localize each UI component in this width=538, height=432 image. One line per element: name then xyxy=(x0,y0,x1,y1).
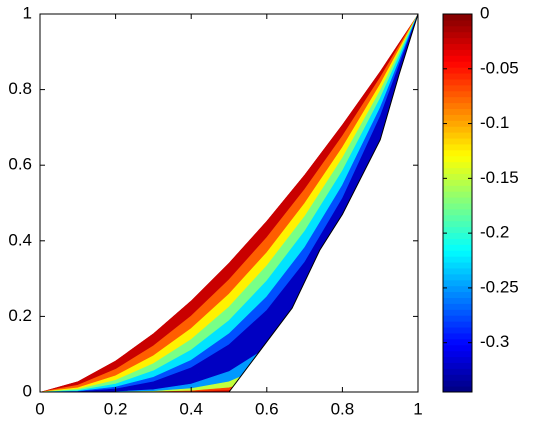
x-tick-label: 0.8 xyxy=(331,399,355,418)
colorbar-swatch xyxy=(443,238,472,245)
colorbar-tick-label: -0.15 xyxy=(480,168,519,187)
colorbar-swatch xyxy=(443,214,472,222)
y-tick-label: 0 xyxy=(23,381,32,400)
colorbar-tick-label: -0.05 xyxy=(480,58,519,77)
colorbar-swatch xyxy=(443,297,472,304)
colorbar-swatch xyxy=(443,374,472,381)
axes: 0 0.2 0.4 0.6 0.8 1 0 0.2 0.4 0.6 0.8 1 0 -0.05 -0.1 -0… xyxy=(8,3,518,418)
colorbar-swatch xyxy=(443,132,472,139)
colorbar-swatch xyxy=(443,197,472,204)
x-tick-label: 0 xyxy=(35,399,44,418)
colorbar-swatch xyxy=(443,31,472,39)
colorbar-swatch xyxy=(443,161,472,169)
colorbar-swatch xyxy=(443,114,472,121)
colorbar-swatch xyxy=(443,67,472,74)
colorbar-swatch xyxy=(443,279,472,287)
colorbar-swatch xyxy=(443,273,472,281)
axes-frame xyxy=(39,13,419,393)
colorbar-swatch xyxy=(443,61,472,68)
x-tick-label: 1 xyxy=(413,399,422,418)
colorbar-swatch xyxy=(443,43,472,50)
colorbar-swatch xyxy=(443,25,472,33)
colorbar-swatch xyxy=(443,108,472,115)
y-tick-label: 0.6 xyxy=(8,155,32,174)
colorbar-swatch xyxy=(443,356,472,363)
y-tick-label: 0.2 xyxy=(8,306,32,325)
colorbar-swatch xyxy=(443,332,472,340)
contour-field xyxy=(40,14,418,392)
contour-band xyxy=(40,14,418,392)
colorbar-swatch xyxy=(443,102,472,109)
colorbar-swatch xyxy=(443,244,472,251)
colorbar-swatch xyxy=(443,368,472,375)
colorbar-swatch xyxy=(443,14,472,21)
colorbar-swatch xyxy=(443,203,472,210)
y-tick-label: 0.4 xyxy=(8,230,32,249)
colorbar-swatch xyxy=(443,291,472,298)
colorbar-swatch xyxy=(443,143,472,151)
colorbar-swatch xyxy=(443,96,472,104)
colorbar-swatch xyxy=(443,321,472,328)
colorbar-swatch xyxy=(443,208,472,216)
colorbar-swatch xyxy=(443,185,472,192)
colorbar-tick-label: -0.2 xyxy=(480,223,509,242)
colorbar-swatch xyxy=(443,285,472,293)
colorbar-swatch xyxy=(443,315,472,322)
y-tick-label: 1 xyxy=(23,3,32,22)
colorbar-swatch xyxy=(443,55,472,62)
y-tick-label: 0.8 xyxy=(8,79,32,98)
colorbar-swatch xyxy=(443,250,472,257)
colorbar-swatch xyxy=(443,73,472,80)
colorbar-swatch xyxy=(443,362,472,369)
colorbar-swatch xyxy=(443,149,472,157)
colorbar-frame xyxy=(442,13,473,393)
colorbar-swatch xyxy=(443,126,472,133)
colorbar-swatch xyxy=(443,232,472,239)
x-tick-label: 0.6 xyxy=(255,399,279,418)
colorbar-swatch xyxy=(443,155,472,163)
colorbar-swatch xyxy=(443,303,472,310)
colorbar-swatch xyxy=(443,167,472,174)
colorbar-swatch xyxy=(443,226,472,234)
colorbar-swatch xyxy=(443,191,472,198)
colorbar-tick-label: -0.25 xyxy=(480,277,519,296)
colorbar-swatch xyxy=(443,84,472,92)
colorbar-swatch xyxy=(443,386,472,393)
colorbar-swatch xyxy=(443,19,472,27)
x-tick-label: 0.2 xyxy=(104,399,128,418)
colorbar-swatch xyxy=(443,262,472,269)
colorbar-swatch xyxy=(443,267,472,275)
colorbar-swatch xyxy=(443,220,472,228)
colorbar-swatch xyxy=(443,179,472,186)
colorbar-swatch xyxy=(443,256,472,263)
colorbar-swatch xyxy=(443,49,472,56)
x-tick-label: 0.4 xyxy=(179,399,203,418)
colorbar-swatch xyxy=(443,309,472,316)
colorbar-swatch xyxy=(443,138,472,145)
colorbar-swatch xyxy=(443,173,472,180)
colorbar-swatch xyxy=(443,338,472,346)
colorbar-tick-label: -0.3 xyxy=(480,332,509,351)
colorbar-tick-label: -0.1 xyxy=(480,113,509,132)
colorbar-tick-label: 0 xyxy=(480,3,489,22)
colorbar-swatch xyxy=(443,350,472,358)
colorbar-swatch xyxy=(443,380,472,387)
colorbar-swatch xyxy=(443,90,472,98)
colorbar-swatch xyxy=(443,78,472,86)
colorbar-swatch xyxy=(443,344,472,352)
boundary-line xyxy=(228,13,419,393)
colorbar-swatch xyxy=(443,37,472,45)
colorbar-swatch xyxy=(443,120,472,127)
colorbar-swatch xyxy=(443,327,472,334)
